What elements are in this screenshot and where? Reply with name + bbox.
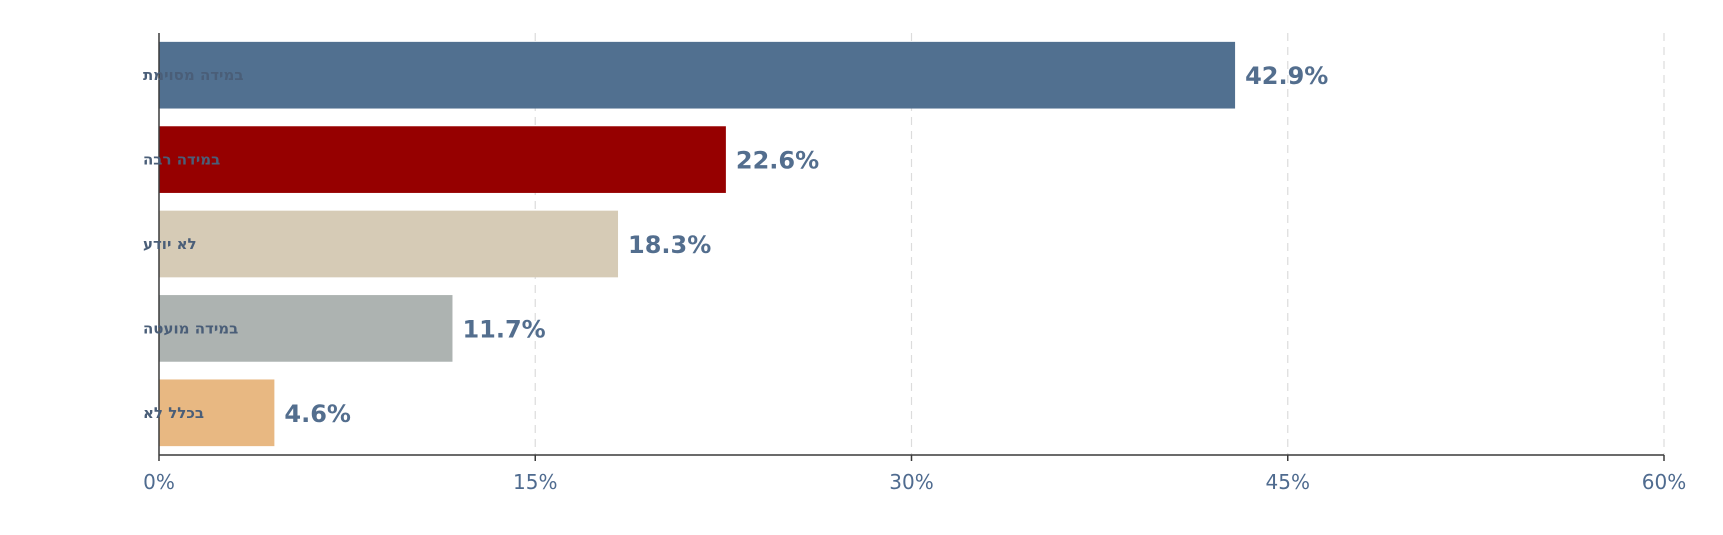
bar-1 [159, 126, 726, 193]
x-tick-label-4: 60% [1642, 470, 1686, 494]
value-label-3: 11.7% [462, 315, 545, 343]
axes [158, 33, 1665, 461]
category-label-0: במידה מסוימת [143, 66, 243, 84]
x-tick-label-2: 30% [889, 470, 933, 494]
bar-0 [159, 41, 1236, 109]
value-label-4: 4.6% [284, 400, 351, 428]
bars [159, 41, 1236, 447]
x-tick-label-3: 45% [1266, 470, 1310, 494]
value-label-0: 42.9% [1245, 62, 1328, 90]
category-label-1: במידה רבה [143, 151, 220, 169]
labels: 42.9% במידה מסוימת 22.6% במידה רבה 18.3% לא י… [143, 62, 1686, 494]
category-label-4: בכלל לא [143, 404, 204, 422]
x-tick-label-0: 0% [143, 470, 175, 494]
bar-2 [159, 210, 619, 278]
bar-4 [159, 379, 275, 447]
value-label-2: 18.3% [628, 231, 711, 259]
value-label-1: 22.6% [736, 147, 819, 175]
bar-3 [159, 295, 453, 362]
category-label-3: במידה מועטה [143, 319, 238, 337]
x-tick-label-1: 15% [513, 470, 557, 494]
category-label-2: לא יודע [143, 235, 197, 253]
